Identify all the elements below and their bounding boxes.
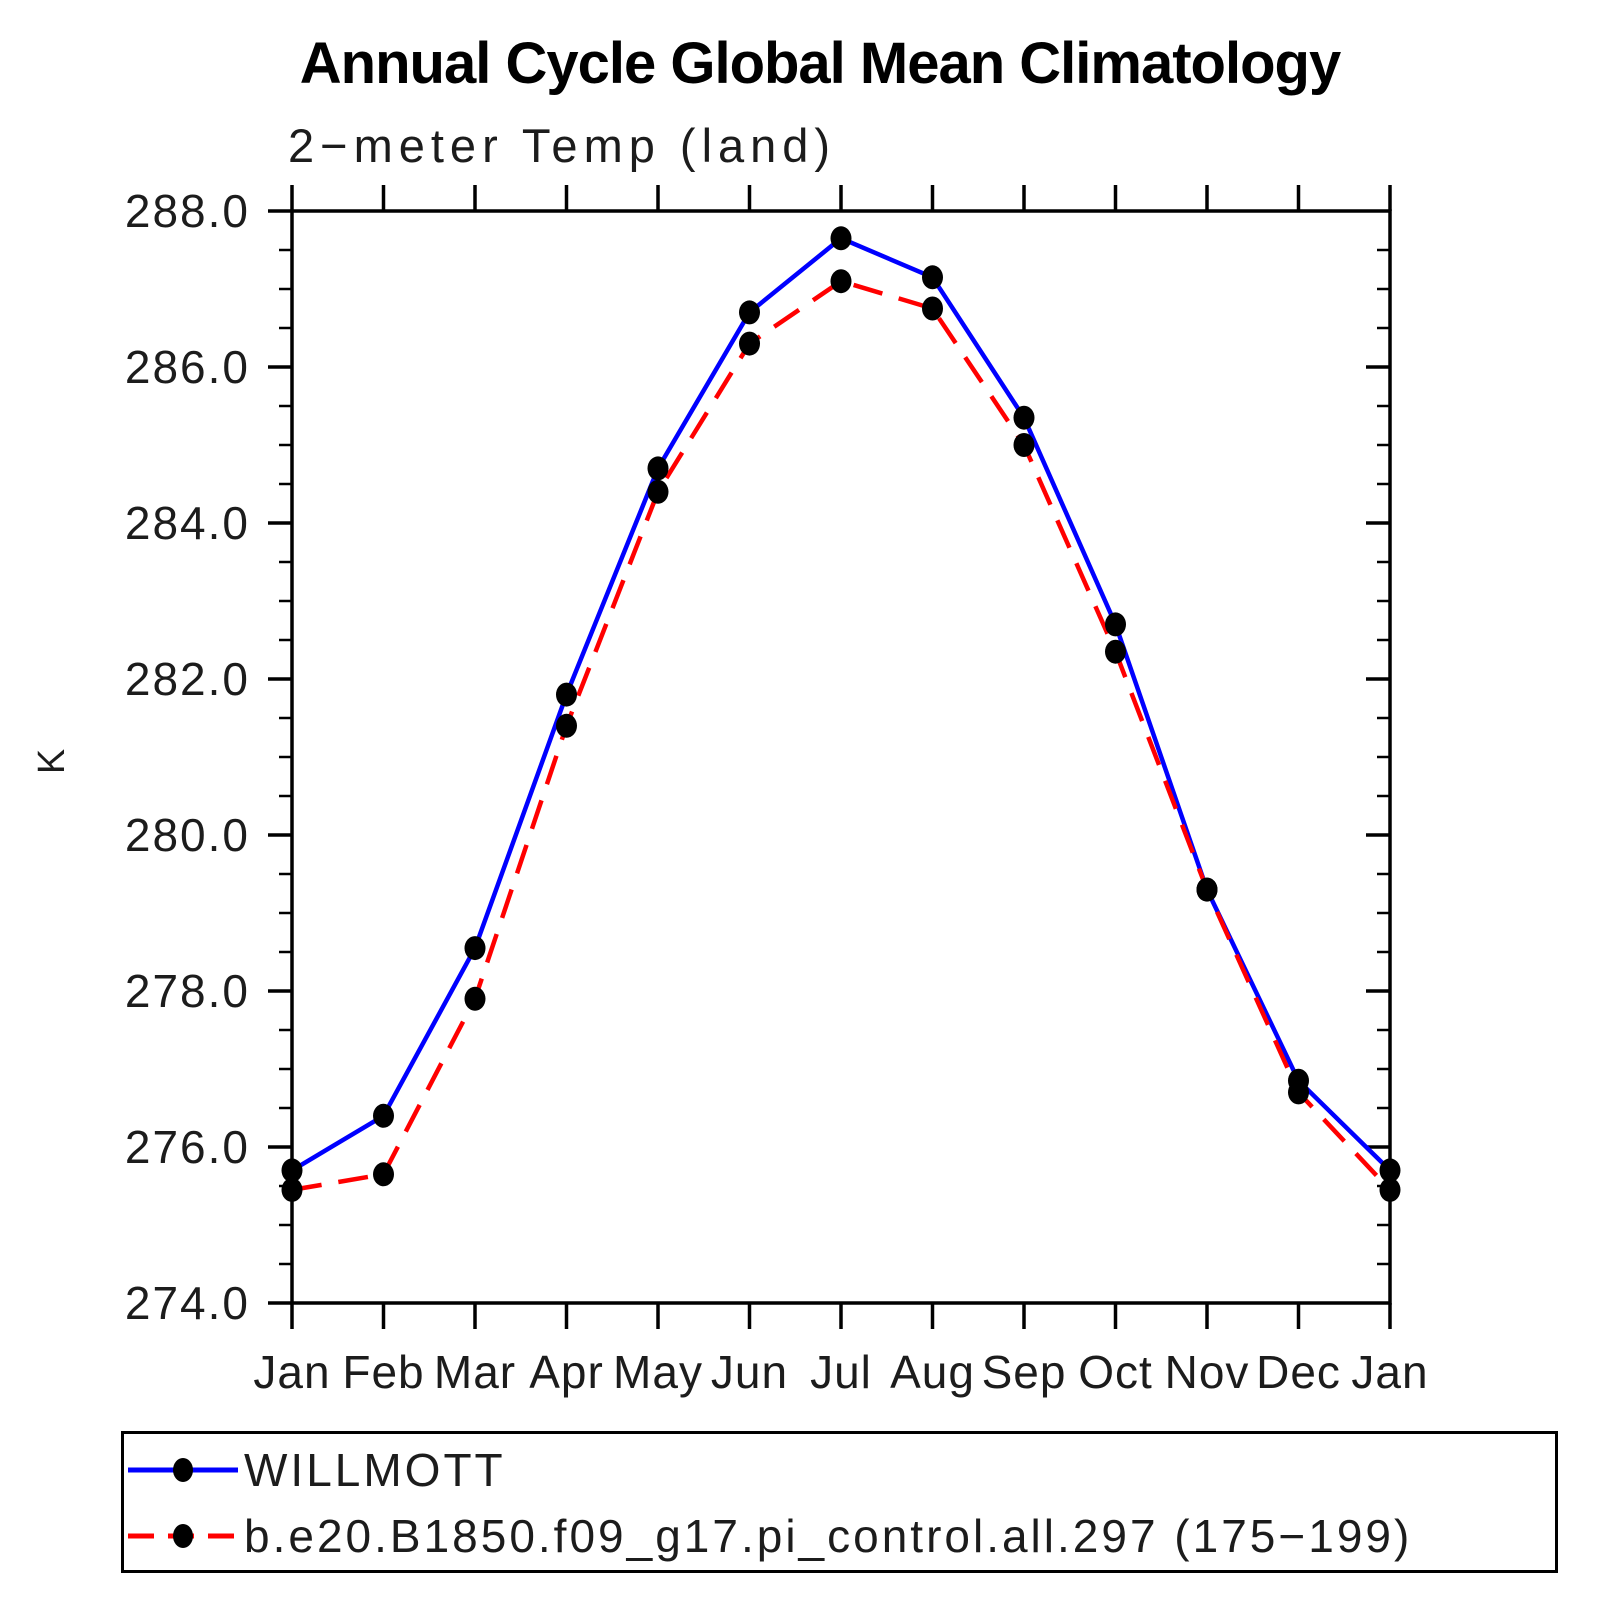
x-month-label: Apr xyxy=(529,1346,604,1398)
data-point-marker xyxy=(373,1103,394,1128)
data-point-marker xyxy=(1379,1177,1401,1202)
data-point-marker xyxy=(1379,1158,1401,1183)
x-month-label: Jun xyxy=(711,1346,788,1398)
data-point-marker xyxy=(281,1177,303,1202)
chart-subtitle: 2−meter Temp (land) xyxy=(288,119,837,172)
plot-border xyxy=(290,209,1392,1305)
data-point-marker xyxy=(556,713,577,738)
data-point-marker xyxy=(922,296,943,321)
chart-title: Annual Cycle Global Mean Climatology xyxy=(299,31,1341,96)
x-month-label: Dec xyxy=(1256,1346,1341,1398)
y-tick-label: 274.0 xyxy=(125,1277,250,1329)
data-point-marker xyxy=(1288,1068,1309,1093)
data-point-marker xyxy=(464,936,486,961)
y-tick-label: 288.0 xyxy=(125,185,250,237)
x-month-label: Nov xyxy=(1165,1346,1250,1398)
series-line-model xyxy=(291,278,1392,1193)
data-point-marker xyxy=(556,682,577,707)
data-point-marker xyxy=(281,1158,303,1183)
data-point-marker xyxy=(830,269,852,294)
legend-box: WILLMOTT b.e20.B1850.f09_g17.pi_control.… xyxy=(121,1431,1558,1573)
y-tick-label: 276.0 xyxy=(125,1121,250,1173)
data-point-marker xyxy=(830,226,852,251)
x-month-label: Jan xyxy=(253,1346,330,1398)
data-point-marker xyxy=(1013,433,1035,457)
data-point-marker xyxy=(464,986,486,1011)
x-month-label: Mar xyxy=(434,1346,516,1398)
data-point-marker xyxy=(1196,877,1218,902)
willmott-line-swatch xyxy=(128,1458,238,1482)
y-tick-label: 280.0 xyxy=(125,809,250,861)
data-point-marker xyxy=(647,456,669,481)
legend-row-model: b.e20.B1850.f09_g17.pi_control.all.297 (… xyxy=(126,1512,1412,1560)
data-point-marker xyxy=(647,479,669,504)
y-tick-label: 284.0 xyxy=(125,497,250,549)
x-month-label: May xyxy=(613,1346,703,1398)
data-point-marker xyxy=(922,265,943,290)
y-tick-label: 286.0 xyxy=(125,341,250,393)
x-month-label: Feb xyxy=(342,1346,424,1398)
model-line-swatch xyxy=(128,1524,238,1548)
legend-label-willmott: WILLMOTT xyxy=(244,1444,506,1496)
data-point-marker xyxy=(373,1162,394,1187)
data-point-marker xyxy=(1105,612,1126,637)
data-point-marker xyxy=(739,300,760,325)
x-month-label: Jul xyxy=(810,1346,872,1398)
x-month-label: Aug xyxy=(890,1346,975,1398)
y-tick-label: 278.0 xyxy=(125,965,250,1017)
x-month-label: Oct xyxy=(1078,1346,1153,1398)
legend-row-willmott: WILLMOTT xyxy=(126,1446,506,1494)
x-month-label: Jan xyxy=(1351,1346,1428,1398)
data-point-marker xyxy=(1105,639,1126,664)
data-point-marker xyxy=(1013,405,1035,430)
y-tick-label: 282.0 xyxy=(125,653,250,705)
data-point-marker xyxy=(739,331,760,356)
legend-label-model: b.e20.B1850.f09_g17.pi_control.all.297 (… xyxy=(244,1510,1413,1562)
x-month-label: Sep xyxy=(982,1346,1067,1398)
